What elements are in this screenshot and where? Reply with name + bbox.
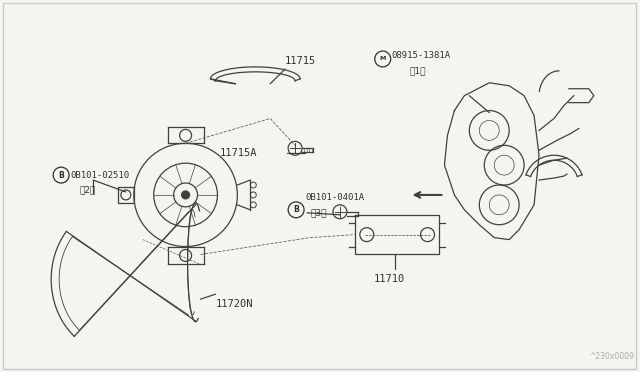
Text: 11715A: 11715A: [220, 148, 257, 158]
Text: （3）: （3）: [310, 208, 326, 217]
Text: （1）: （1）: [410, 66, 426, 76]
Text: 0B101-02510: 0B101-02510: [70, 171, 129, 180]
Text: M: M: [380, 57, 386, 61]
Text: 0B101-0401A: 0B101-0401A: [305, 193, 364, 202]
Text: B: B: [58, 171, 64, 180]
Text: B: B: [293, 205, 299, 214]
Text: 11715: 11715: [285, 56, 316, 66]
Text: 11710: 11710: [374, 274, 405, 284]
Text: 11720N: 11720N: [216, 299, 253, 309]
Circle shape: [182, 191, 189, 199]
Text: 08915-1381A: 08915-1381A: [392, 51, 451, 61]
Text: ^230x0009: ^230x0009: [589, 352, 634, 361]
Text: （2）: （2）: [79, 186, 95, 195]
